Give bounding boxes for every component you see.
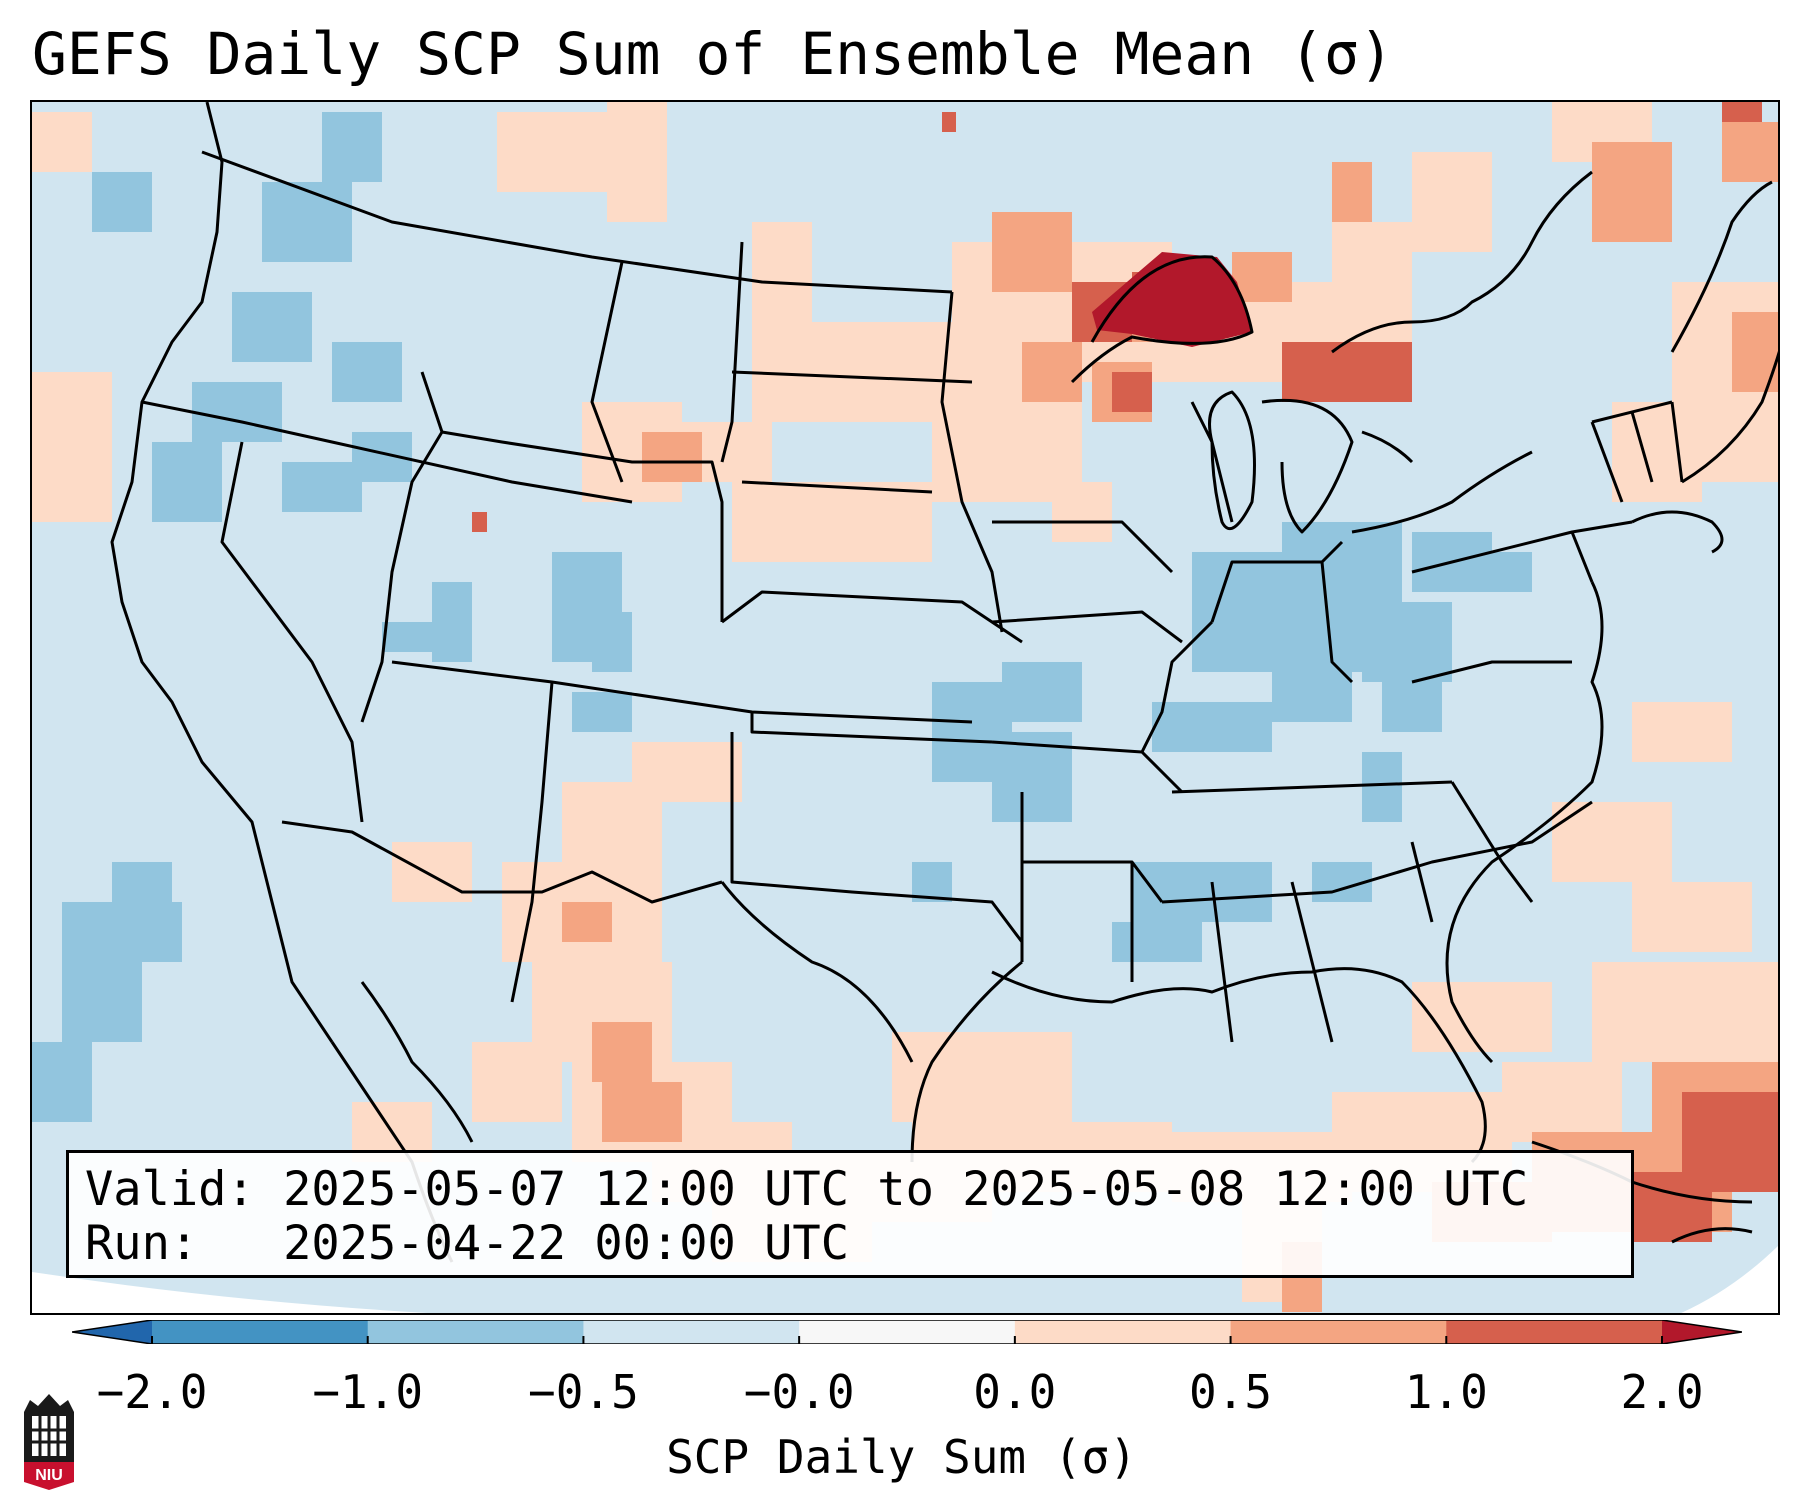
colorbar-bins xyxy=(152,1320,1663,1344)
strong-positive-areas xyxy=(472,102,1778,1242)
scp-map xyxy=(32,102,1778,1313)
colorbar-tick-label: −2.0 xyxy=(96,1365,208,1419)
map-projection-edge xyxy=(32,1272,428,1313)
colorbar-tick-label: −0.0 xyxy=(743,1365,855,1419)
colorbar-bin xyxy=(1446,1320,1663,1344)
extreme-positive-area xyxy=(1092,252,1252,347)
colorbar xyxy=(72,1320,1742,1344)
colorbar-bin xyxy=(583,1320,800,1344)
colorbar-tick-label: −1.0 xyxy=(312,1365,424,1419)
negative-anomaly-areas xyxy=(32,112,1532,1122)
colorbar-tick-label: 0.0 xyxy=(973,1365,1057,1419)
map-panel xyxy=(30,100,1780,1315)
colorbar-tick-label: 1.0 xyxy=(1404,1365,1488,1419)
colorbar-tick-label: 0.5 xyxy=(1189,1365,1273,1419)
colorbar-label: SCP Daily Sum (σ) xyxy=(666,1430,1137,1484)
colorbar-bin xyxy=(799,1320,1016,1344)
colorbar-tick-label: −0.5 xyxy=(528,1365,639,1419)
colorbar-bin xyxy=(1014,1320,1232,1344)
run-time-text: Run: 2025-04-22 00:00 UTC xyxy=(85,1216,850,1271)
colorbar-bin xyxy=(152,1320,369,1344)
colorbar-over-extension xyxy=(1662,1320,1742,1344)
valid-time-text: Valid: 2025-05-07 12:00 UTC to 2025-05-0… xyxy=(85,1162,1529,1217)
logo-text: NIU xyxy=(35,1467,63,1484)
map-title: GEFS Daily SCP Sum of Ensemble Mean (σ) xyxy=(32,20,1394,88)
validity-info-box: Valid: 2025-05-07 12:00 UTC to 2025-05-0… xyxy=(66,1150,1634,1278)
colorbar-tick-label: 2.0 xyxy=(1620,1365,1704,1419)
niu-logo: NIU xyxy=(24,1394,74,1490)
colorbar-under-extension xyxy=(72,1320,152,1344)
colorbar-bin xyxy=(1230,1320,1447,1344)
state-boundaries xyxy=(110,102,1684,1043)
coastlines xyxy=(330,170,1778,1263)
colorbar-bin xyxy=(367,1320,584,1344)
